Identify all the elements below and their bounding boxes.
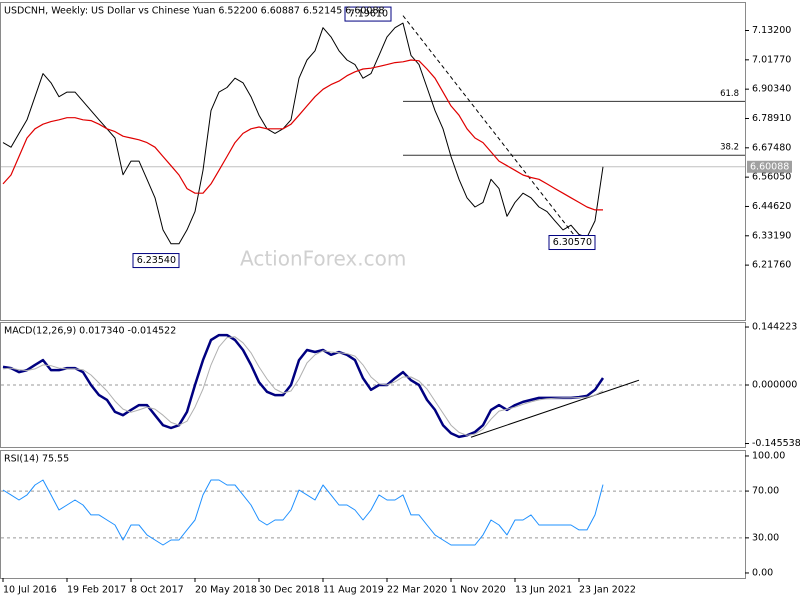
x-tick-label: 20 May 2018 — [195, 585, 257, 596]
y-tick-label: 100.00 — [752, 450, 785, 461]
price-annotation: 6.23540 — [137, 255, 176, 266]
y-tick-label: 7.01770 — [752, 54, 791, 65]
x-tick-label: 22 Mar 2020 — [387, 585, 447, 596]
y-tick-label: 6.67480 — [752, 142, 791, 153]
panel-title: RSI(14) 75.55 — [4, 454, 69, 465]
panel-title: USDCNH, Weekly: US Dollar vs Chinese Yua… — [4, 6, 385, 17]
y-tick-label: 6.33190 — [752, 230, 791, 241]
x-tick-label: 13 Jun 2021 — [515, 585, 572, 596]
y-tick-label: 70.00 — [752, 486, 779, 497]
watermark: ActionForex.com — [240, 247, 406, 271]
price-annotation: 6.30570 — [553, 237, 592, 248]
x-tick-label: 23 Jan 2022 — [579, 585, 636, 596]
price-annotation: 7.19610 — [349, 9, 388, 20]
price-annotation-box — [548, 235, 596, 251]
series-line — [2, 333, 605, 439]
series-line — [2, 479, 604, 546]
trendline — [470, 379, 640, 438]
y-tick-label: 0.00 — [752, 567, 773, 578]
panel-title: MACD(12,26,9) 0.017340 -0.014522 — [4, 326, 176, 337]
last-price-label: 6.60088 — [750, 161, 789, 172]
y-tick-label: 6.21760 — [752, 260, 791, 271]
y-tick-label: -0.145538 — [752, 438, 800, 449]
y-tick-label: 6.44620 — [752, 201, 791, 212]
price-annotation-box — [132, 253, 180, 269]
series-line — [2, 22, 604, 245]
panel-frame — [0, 450, 746, 579]
trendline — [402, 15, 580, 242]
x-tick-label: 8 Oct 2017 — [131, 585, 184, 596]
y-tick-label: 6.90340 — [752, 84, 791, 95]
last-price-box — [747, 160, 792, 173]
series-line — [2, 336, 604, 436]
fib-level-label: 38.2 — [720, 143, 739, 153]
y-tick-label: 30.00 — [752, 532, 779, 543]
x-tick-label: 11 Aug 2019 — [323, 585, 384, 596]
fib-level-label: 61.8 — [720, 89, 739, 99]
y-tick-label: 7.13200 — [752, 25, 791, 36]
y-tick-label: 6.78910 — [752, 113, 791, 124]
y-tick-label: 6.56050 — [752, 172, 791, 183]
panel-frame — [0, 2, 746, 321]
x-tick-label: 1 Nov 2020 — [451, 585, 506, 596]
y-tick-label: 0.000000 — [752, 380, 797, 391]
series-line — [2, 59, 603, 211]
x-tick-label: 19 Feb 2017 — [67, 585, 126, 596]
y-tick-label: 0.144223 — [752, 322, 797, 333]
x-tick-label: 30 Dec 2018 — [259, 585, 320, 596]
x-tick-label: 10 Jul 2016 — [3, 585, 57, 596]
price-annotation-box — [344, 6, 392, 22]
